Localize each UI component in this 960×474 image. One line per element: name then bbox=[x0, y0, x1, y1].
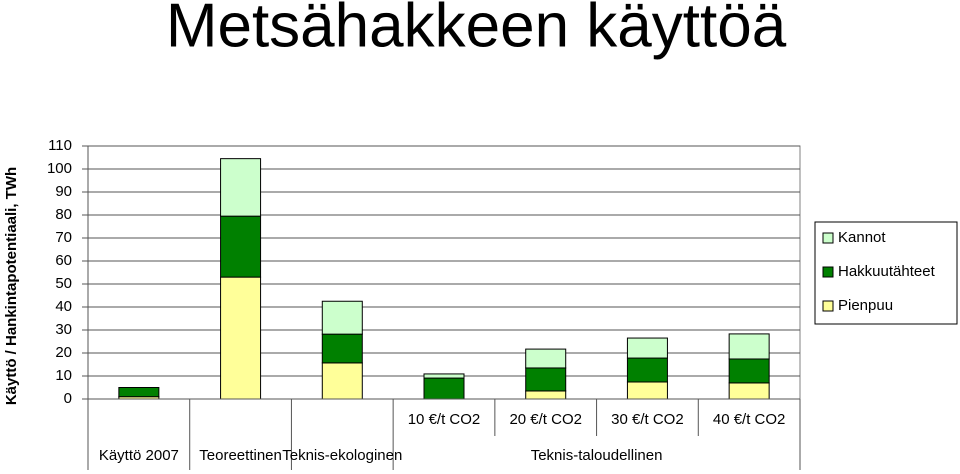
group-label: Teknis-ekologinen bbox=[282, 447, 402, 464]
bar-segment bbox=[728, 358, 770, 384]
plot-area bbox=[87, 145, 801, 400]
group-label: Teoreettinen bbox=[199, 447, 282, 464]
group-label: Käyttö 2007 bbox=[99, 447, 179, 464]
y-tick-label: 0 bbox=[64, 390, 72, 407]
y-tick-label: 100 bbox=[47, 160, 72, 177]
x-tick-label: 20 €/t CO2 bbox=[509, 411, 582, 428]
bar-segment bbox=[220, 276, 262, 400]
bar-segment bbox=[220, 158, 262, 217]
legend-box bbox=[814, 221, 958, 325]
chart-title: Metsähakkeen käyttöä bbox=[166, 0, 787, 60]
legend-swatch bbox=[822, 300, 834, 312]
y-tick-label: 10 bbox=[55, 367, 72, 384]
y-tick-label: 40 bbox=[55, 298, 72, 315]
y-tick-label: 20 bbox=[55, 344, 72, 361]
bar-segment bbox=[626, 381, 668, 400]
bar-segment bbox=[728, 333, 770, 360]
x-tick-label: 40 €/t CO2 bbox=[713, 411, 786, 428]
bar-segment bbox=[118, 387, 160, 398]
legend-swatch bbox=[822, 266, 834, 278]
y-axis-label: Käyttö / Hankintapotentiaali, TWh bbox=[3, 167, 20, 405]
bar-segment bbox=[321, 333, 363, 364]
y-tick-label: 60 bbox=[55, 252, 72, 269]
bar-segment bbox=[728, 382, 770, 400]
y-tick-label: 90 bbox=[55, 183, 72, 200]
legend-swatch bbox=[822, 232, 834, 244]
bar-segment bbox=[626, 337, 668, 359]
bar-segment bbox=[321, 362, 363, 400]
bar-segment bbox=[321, 300, 363, 335]
bar-segment bbox=[423, 377, 465, 400]
group-label: Teknis-taloudellinen bbox=[531, 447, 663, 464]
x-tick-label: 10 €/t CO2 bbox=[408, 411, 481, 428]
x-tick-label: 30 €/t CO2 bbox=[611, 411, 684, 428]
y-tick-label: 30 bbox=[55, 321, 72, 338]
y-tick-label: 50 bbox=[55, 275, 72, 292]
bar-segment bbox=[626, 357, 668, 383]
bar-segment bbox=[525, 348, 567, 369]
legend-label: Pienpuu bbox=[838, 297, 893, 314]
y-tick-label: 70 bbox=[55, 229, 72, 246]
y-tick-label: 80 bbox=[55, 206, 72, 223]
legend-label: Kannot bbox=[838, 229, 886, 246]
legend-label: Hakkuutähteet bbox=[838, 263, 936, 280]
bar-segment bbox=[525, 390, 567, 400]
bar-segment bbox=[423, 373, 465, 379]
bar-segment bbox=[525, 367, 567, 392]
y-tick-label: 110 bbox=[48, 137, 72, 154]
bar-segment bbox=[220, 215, 262, 278]
